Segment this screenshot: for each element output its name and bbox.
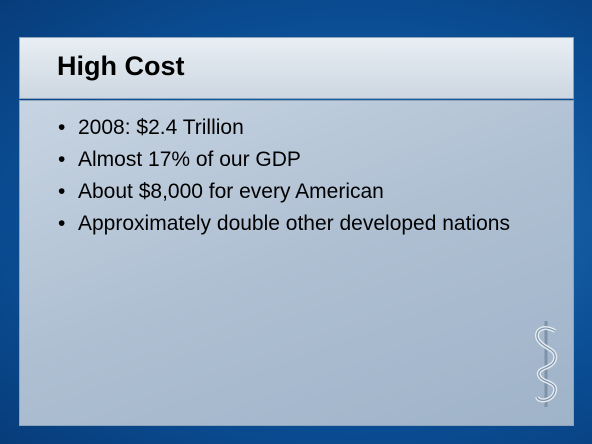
bullet: About $8,000 for every American [56, 180, 526, 204]
bullet: Approximately double other developed nat… [56, 212, 526, 236]
bullet: 2008: $2.4 Trillion [56, 116, 526, 140]
slide-title: High Cost [57, 51, 185, 81]
title-box: High Cost [19, 37, 574, 99]
caduceus-icon [535, 321, 558, 407]
bullet-list: 2008: $2.4 Trillion Almost 17% of our GD… [56, 116, 526, 244]
bullet: Almost 17% of our GDP [56, 148, 526, 172]
content-box: 2008: $2.4 Trillion Almost 17% of our GD… [19, 100, 574, 426]
